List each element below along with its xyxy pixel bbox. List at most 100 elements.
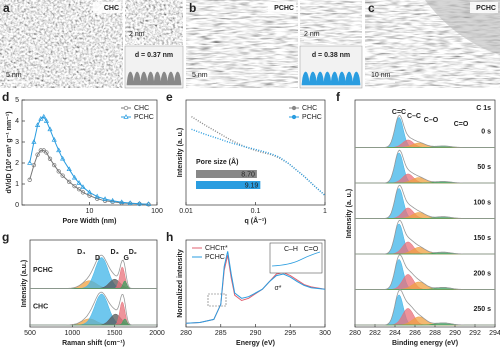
component-label: C=C — [392, 109, 406, 116]
legend-marker — [291, 105, 297, 111]
plot-frame — [354, 99, 496, 328]
annotation: C=O — [304, 246, 319, 253]
inset-image — [125, 0, 183, 45]
panel-letter: e — [166, 90, 173, 104]
envelope — [355, 149, 495, 184]
y-tick-label: 5 — [15, 97, 19, 104]
x-tick-label: 284 — [389, 330, 401, 337]
x-axis-label: Energy (eV) — [236, 340, 275, 347]
legend-marker — [123, 114, 129, 119]
point — [94, 193, 100, 199]
point — [136, 200, 143, 206]
x-tick-label: 0.01 — [179, 208, 193, 215]
x-tick-label: 288 — [429, 330, 441, 337]
inset-bar — [196, 170, 257, 178]
inset-value: 8.70 — [241, 171, 255, 178]
point — [119, 199, 125, 205]
point — [86, 189, 93, 195]
annotation: π* — [220, 245, 228, 252]
point — [47, 156, 53, 161]
point — [34, 122, 41, 127]
panel-letter: a — [3, 1, 10, 15]
point — [110, 197, 116, 203]
point — [52, 162, 57, 168]
inset-scale-text: 2 nm — [304, 31, 320, 38]
legend-label: CHC — [205, 245, 220, 252]
lattice-profile — [301, 71, 361, 86]
spectrum-label: 150 s — [473, 235, 491, 242]
y-tick-label: 3 — [15, 139, 19, 146]
x-tick-label: 10 — [86, 208, 94, 215]
point — [102, 196, 108, 201]
y-axis-label: Normalized intensity — [177, 249, 184, 318]
x-axis-label: Binding energy (eV) — [392, 340, 458, 347]
legend-label: CHC — [134, 105, 149, 112]
annotation: σ* — [274, 285, 281, 292]
fit-peak — [355, 177, 495, 184]
image-label: PCHC — [274, 5, 294, 12]
point — [41, 113, 47, 119]
envelope — [30, 291, 157, 326]
point — [60, 173, 65, 178]
x-axis-label: Raman shift (cm⁻¹) — [62, 340, 125, 347]
label-bg — [268, 2, 296, 13]
panel-letter: b — [189, 1, 196, 15]
component-label: D — [95, 255, 100, 262]
fit-peak — [30, 293, 157, 326]
y-axis-label: dV/dD (10³ cm³ g⁻¹ nm⁻¹) — [6, 111, 13, 193]
legend-label: PCHC — [134, 114, 154, 121]
series-line — [191, 128, 326, 196]
fit-peak — [355, 316, 495, 326]
series-line — [185, 251, 326, 324]
x-tick-label: 290 — [250, 330, 262, 337]
spectrum-label: 200 s — [473, 270, 491, 277]
spectrum-label: 0 s — [481, 128, 491, 135]
x-tick-label: 2000 — [149, 330, 165, 337]
inset-frame — [269, 242, 323, 274]
inset-value: 9.19 — [245, 182, 259, 189]
x-tick-label: 286 — [409, 330, 421, 337]
x-tick-label: 0.1 — [251, 208, 261, 215]
component-label: D₂ — [129, 249, 137, 256]
y-tick-label: 0 — [15, 202, 19, 209]
y-tick-label: 4 — [15, 118, 19, 125]
inset-scale-text: 2 nm — [129, 31, 145, 38]
component-label: C–C — [407, 113, 421, 120]
envelope — [355, 114, 495, 148]
x-tick-label: 292 — [469, 330, 481, 337]
label-bg — [470, 2, 498, 13]
panel-letter: g — [2, 230, 9, 244]
scale-text: 5 nm — [192, 72, 208, 79]
x-tick-label: 290 — [449, 330, 461, 337]
x-tick-label: 1500 — [107, 330, 123, 337]
lattice-profile — [126, 71, 182, 86]
scale-text: 5 nm — [6, 72, 22, 79]
x-tick-label: 1000 — [65, 330, 81, 337]
envelope — [355, 219, 495, 255]
legend-label: PCHC — [205, 254, 225, 261]
fit-peak — [355, 212, 495, 219]
spacing-text: d = 0.38 nm — [312, 52, 350, 59]
x-tick-label: 280 — [349, 330, 361, 337]
scale-text: 10 nm — [371, 72, 391, 79]
point — [44, 150, 49, 155]
point — [51, 136, 57, 142]
x-axis-label: q (Å⁻¹) — [245, 216, 267, 225]
series-line — [191, 116, 326, 196]
fit-peak — [355, 152, 495, 184]
fit-peak — [355, 142, 495, 148]
image-label: PCHC — [476, 5, 496, 12]
tem-image — [186, 0, 298, 88]
y-tick-label: 1 — [15, 181, 19, 188]
inset-image — [300, 0, 362, 45]
panel-letter: f — [336, 90, 341, 104]
envelope — [30, 254, 157, 289]
series-line — [29, 149, 149, 205]
point — [38, 148, 43, 153]
spectrum-label: 100 s — [473, 199, 491, 206]
point — [80, 190, 86, 195]
point — [72, 183, 77, 189]
point — [43, 118, 50, 123]
annotation: C–H — [284, 246, 298, 253]
